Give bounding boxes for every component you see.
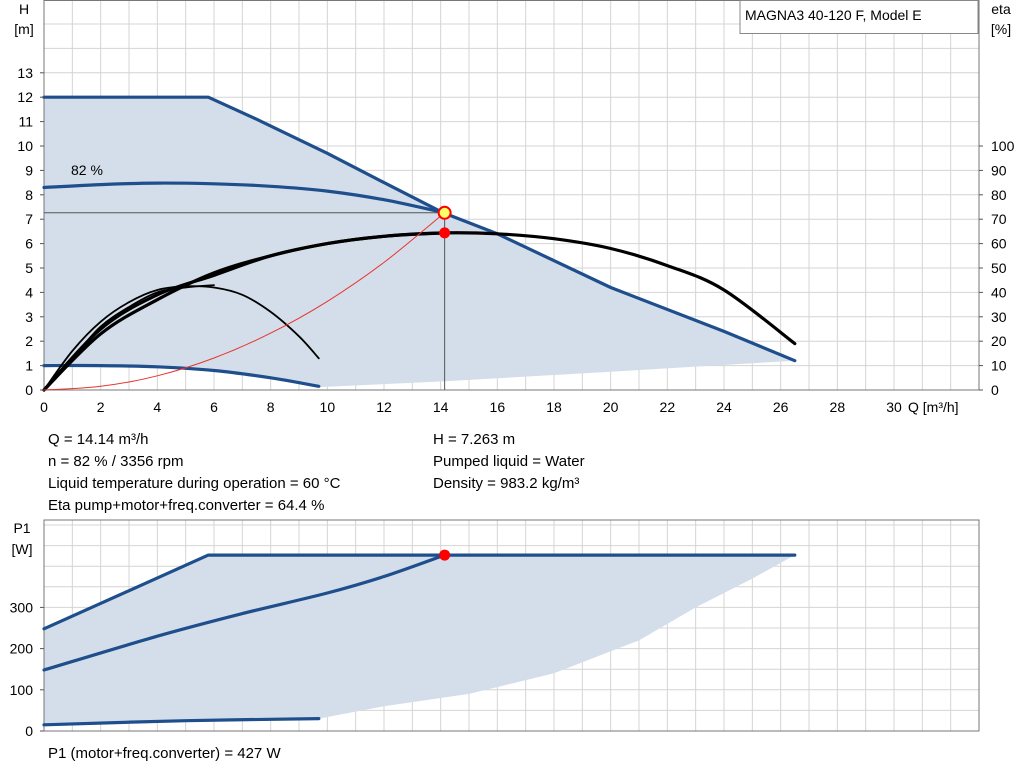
title-box bbox=[739, 0, 979, 34]
duty-point bbox=[437, 205, 452, 220]
y2-tick-label: 90 bbox=[991, 162, 1007, 178]
y2-tick-label: 100 bbox=[991, 138, 1015, 154]
chart-title: MAGNA3 40-120 F, Model E bbox=[745, 7, 922, 23]
x-tick-label: 14 bbox=[433, 399, 449, 415]
info-temperature: Liquid temperature during operation = 60… bbox=[48, 475, 341, 492]
y2-tick-label: 10 bbox=[991, 358, 1007, 374]
y-axis-unit: [m] bbox=[14, 21, 33, 37]
info-right: H = 7.263 m Pumped liquid = Water Densit… bbox=[433, 429, 585, 495]
series-82-power bbox=[42, 553, 447, 672]
x-tick-label: 16 bbox=[490, 399, 506, 415]
curve-label: 82 % bbox=[71, 162, 103, 178]
p1-axis-unit: [W] bbox=[12, 541, 33, 557]
y-tick-label: 10 bbox=[17, 138, 33, 154]
x-tick-label: 20 bbox=[603, 399, 619, 415]
x-tick-label: 22 bbox=[660, 399, 676, 415]
info-head: H = 7.263 m bbox=[433, 431, 516, 448]
y2-tick-label: 40 bbox=[991, 284, 1007, 300]
y-tick-label: 6 bbox=[25, 236, 33, 252]
info-left: Q = 14.14 m³/h n = 82 % / 3356 rpm Liqui… bbox=[48, 429, 340, 517]
x-tick-label: 26 bbox=[773, 399, 789, 415]
x-tick-label: 6 bbox=[210, 399, 218, 415]
y-tick-label: 9 bbox=[25, 162, 33, 178]
series-eta-mid bbox=[43, 284, 215, 391]
p1-y-tick-label: 300 bbox=[10, 599, 34, 615]
p1-y-tick-label: 0 bbox=[25, 723, 33, 739]
x-tick-label: 24 bbox=[716, 399, 732, 415]
y-axis-title: H bbox=[19, 1, 29, 17]
series-82-curve bbox=[42, 181, 447, 215]
y2-tick-label: 60 bbox=[991, 236, 1007, 252]
info-power: P1 (motor+freq.converter) = 427 W bbox=[48, 745, 281, 762]
x-tick-label: 0 bbox=[40, 399, 48, 415]
info-liquid: Pumped liquid = Water bbox=[433, 453, 585, 470]
y-tick-label: 1 bbox=[25, 358, 33, 374]
x-tick-label: 10 bbox=[320, 399, 336, 415]
p1-frame bbox=[43, 519, 980, 732]
x-tick-label: 2 bbox=[97, 399, 105, 415]
series-eta-82 bbox=[42, 231, 447, 392]
y-tick-label: 0 bbox=[25, 382, 33, 398]
y-tick-label: 5 bbox=[25, 260, 33, 276]
x-axis-title: Q [m³/h] bbox=[908, 399, 959, 415]
y-tick-label: 11 bbox=[18, 114, 33, 130]
info-density: Density = 983.2 kg/m³ bbox=[433, 475, 580, 492]
series-min-power bbox=[42, 717, 321, 727]
p1-operating-area bbox=[44, 555, 795, 725]
p1-axis-title: P1 bbox=[13, 520, 30, 536]
y-tick-label: 4 bbox=[25, 284, 33, 300]
p1-y-tick-label: 100 bbox=[10, 682, 34, 698]
x-tick-label: 18 bbox=[546, 399, 562, 415]
y-tick-label: 2 bbox=[25, 333, 33, 349]
series-max-curve bbox=[42, 95, 797, 363]
y2-tick-label: 80 bbox=[991, 187, 1007, 203]
operating-area bbox=[44, 97, 795, 390]
y2-tick-label: 20 bbox=[991, 333, 1007, 349]
p1-y-tick-label: 200 bbox=[10, 641, 34, 657]
x-tick-label: 28 bbox=[830, 399, 846, 415]
info-efficiency: Eta pump+motor+freq.converter = 64.4 % bbox=[48, 497, 325, 514]
series-eta-min bbox=[43, 285, 320, 391]
info-speed: n = 82 % / 3356 rpm bbox=[48, 453, 184, 470]
y-tick-label: 13 bbox=[17, 65, 33, 81]
y2-tick-label: 0 bbox=[991, 382, 999, 398]
y2-tick-label: 30 bbox=[991, 309, 1007, 325]
x-tick-label: 12 bbox=[376, 399, 392, 415]
p1-duty-point bbox=[439, 549, 451, 561]
series-system-curve bbox=[43, 212, 446, 391]
info-flow: Q = 14.14 m³/h bbox=[48, 431, 149, 448]
series-max-power bbox=[42, 553, 797, 631]
x-tick-label: 4 bbox=[153, 399, 161, 415]
x-tick-label: 30 bbox=[886, 399, 902, 415]
eta-point bbox=[439, 227, 451, 239]
y-tick-label: 7 bbox=[25, 211, 33, 227]
y-tick-label: 3 bbox=[25, 309, 33, 325]
y2-axis-title: eta bbox=[991, 1, 1011, 17]
y2-axis-unit: [%] bbox=[991, 21, 1011, 37]
y2-tick-label: 50 bbox=[991, 260, 1007, 276]
y-tick-label: 12 bbox=[17, 89, 33, 105]
y-tick-label: 8 bbox=[25, 187, 33, 203]
y2-tick-label: 70 bbox=[991, 211, 1007, 227]
x-tick-label: 8 bbox=[267, 399, 275, 415]
